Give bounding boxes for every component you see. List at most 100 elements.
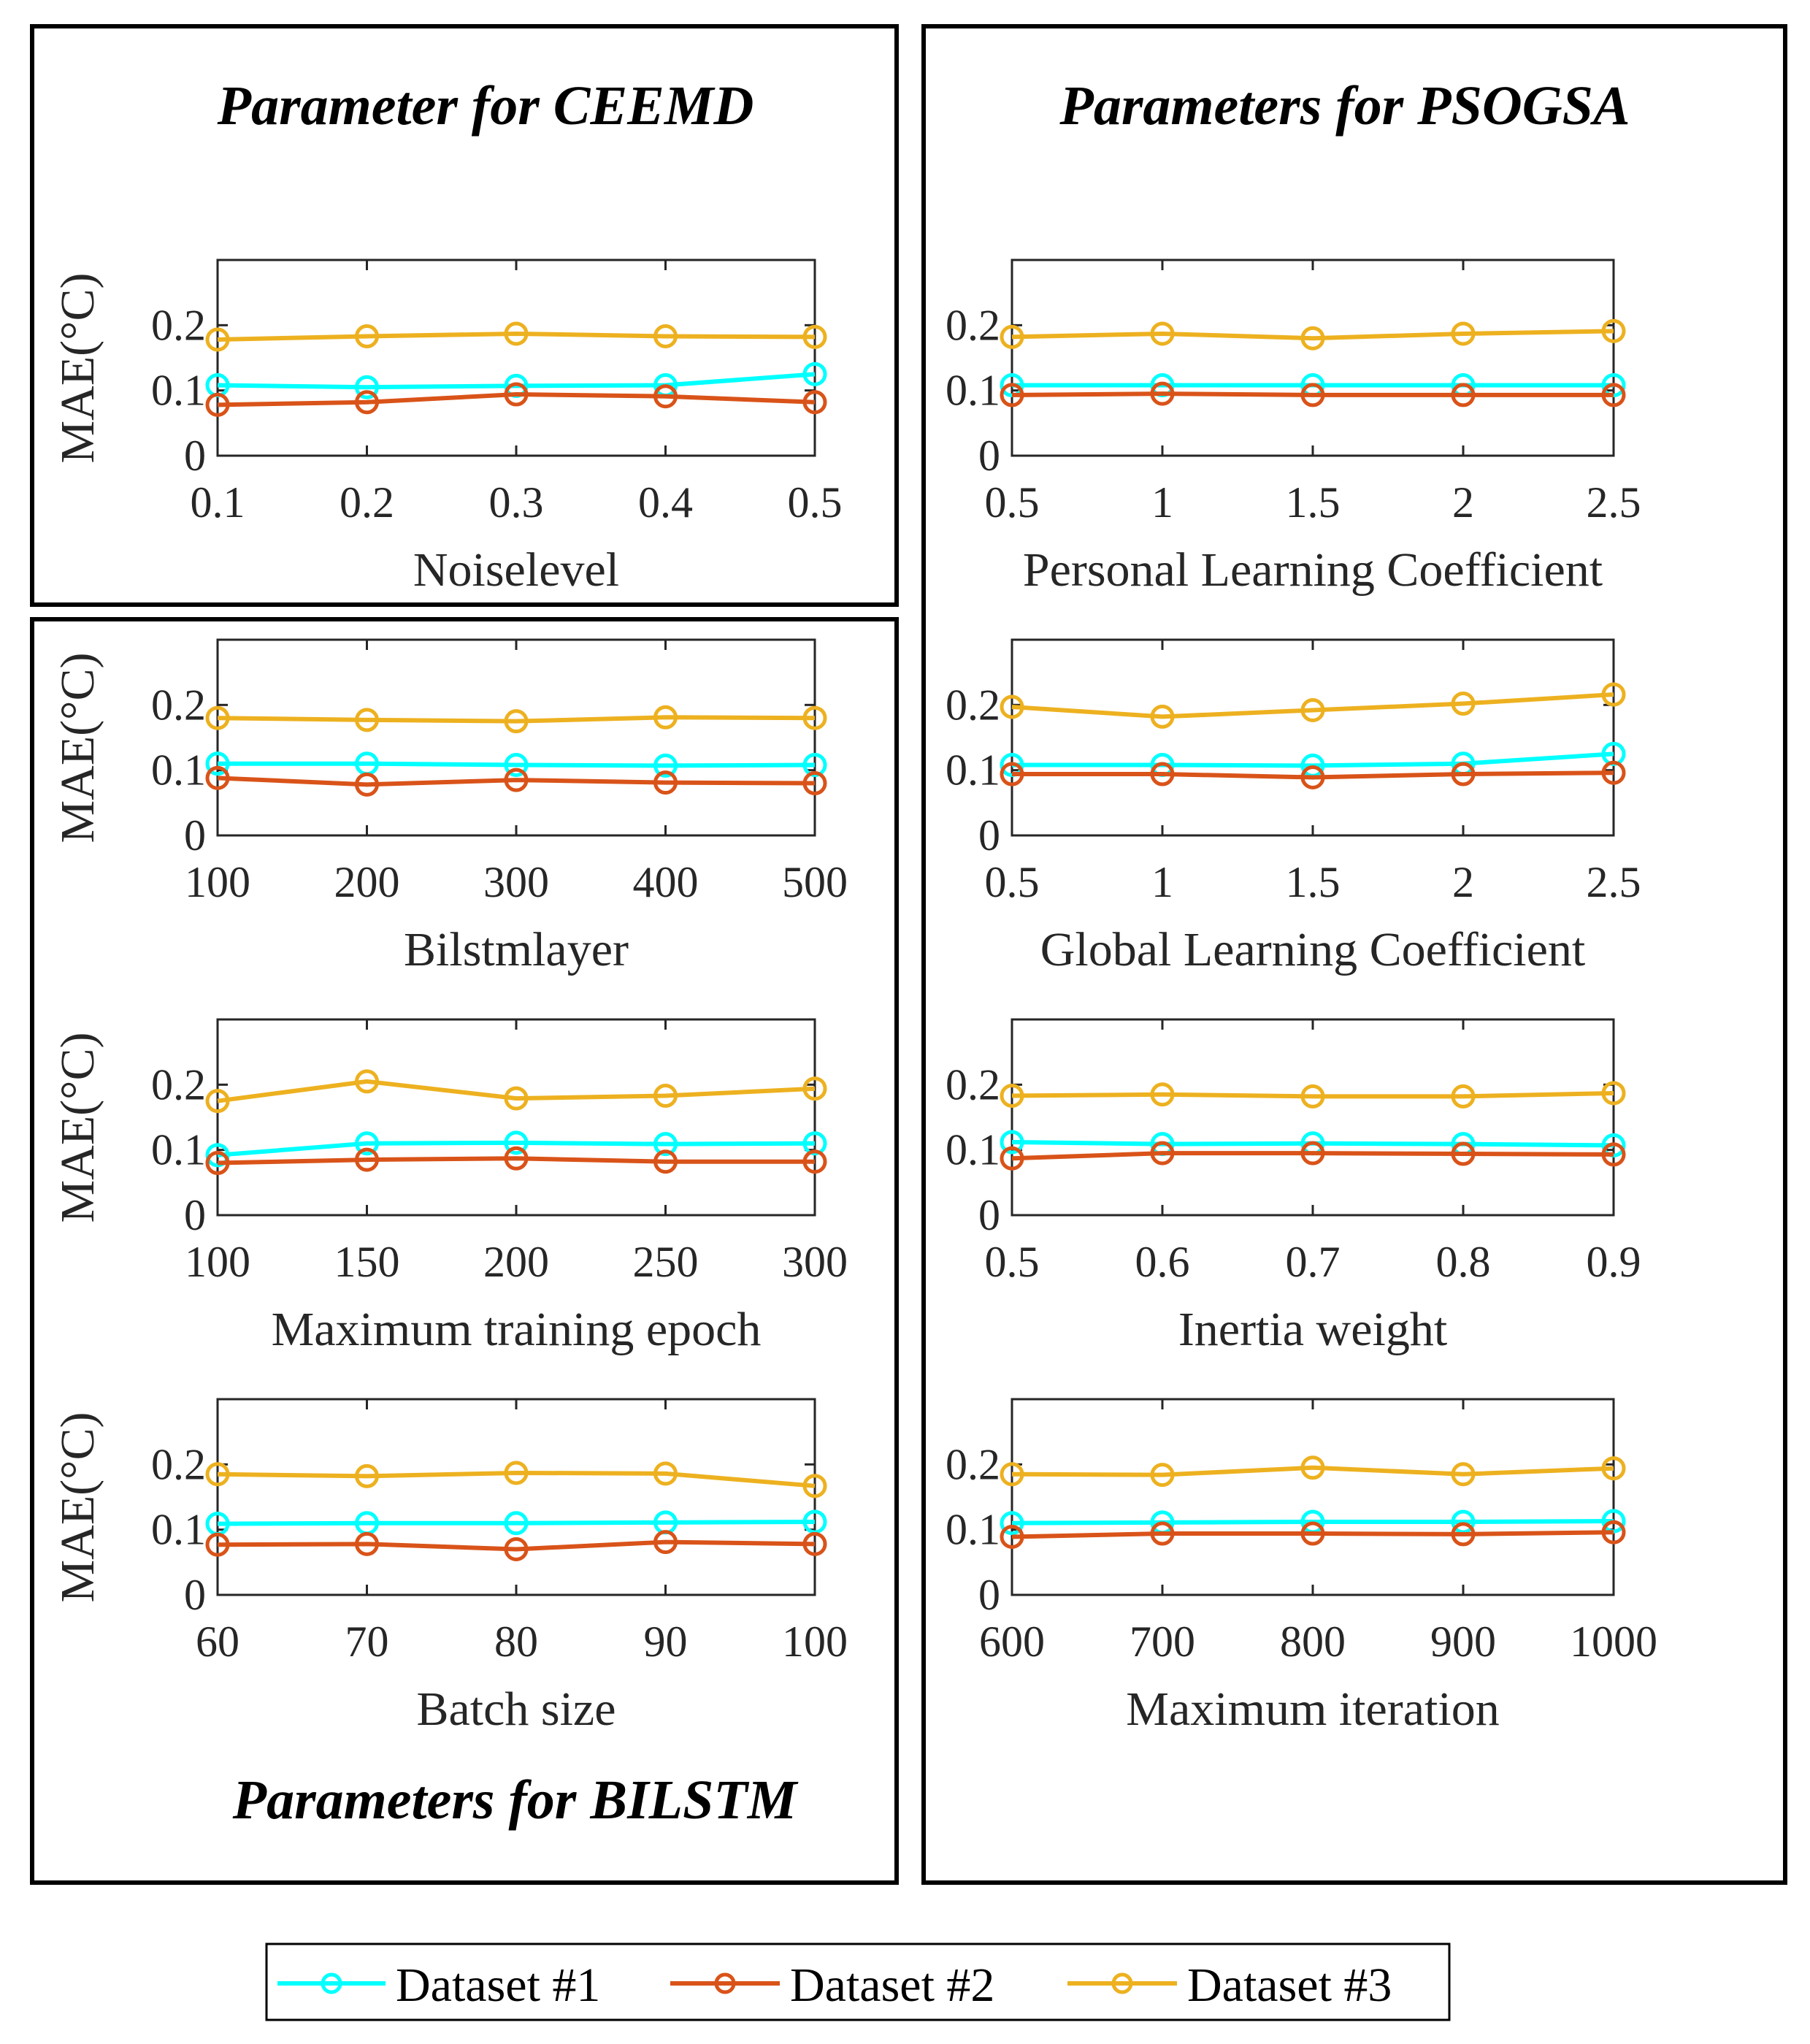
x-tick-label: 100 [185, 1238, 250, 1286]
data-point-dataset-1 [653, 753, 678, 778]
data-point-dataset-2 [355, 772, 379, 797]
x-tick-label: 2 [1452, 478, 1474, 527]
x-axis-label: Maximum training epoch [272, 1303, 762, 1356]
data-point-dataset-2 [1601, 760, 1626, 785]
data-point-dataset-2 [355, 1147, 379, 1172]
series-line-dataset-1 [218, 761, 816, 768]
data-point-dataset-3 [1150, 1082, 1175, 1107]
data-point-dataset-3 [355, 1463, 379, 1488]
data-point-dataset-2 [1451, 1522, 1476, 1547]
data-point-dataset-2 [653, 1149, 678, 1174]
x-tick-label: 0.1 [191, 478, 245, 527]
ceemd-group-title: Parameter for CEEMD [217, 75, 754, 137]
data-point-dataset-3 [1451, 692, 1476, 716]
data-point-dataset-3 [802, 324, 827, 349]
x-tick-label: 0.4 [638, 478, 693, 527]
y-tick-label: 0.1 [946, 367, 1000, 415]
data-point-dataset-2 [355, 390, 379, 415]
data-point-dataset-2 [653, 1530, 678, 1555]
y-tick-label: 0 [184, 1191, 206, 1239]
psogsa-group-title: Parameters for PSOGSA [1059, 75, 1630, 137]
y-tick-label: 0.1 [151, 367, 206, 415]
y-axis-label: MAE(°C) [51, 1412, 104, 1602]
data-point-dataset-1 [1000, 1130, 1024, 1155]
series-line-dataset-1 [217, 1519, 816, 1526]
series-line-dataset-3 [217, 1470, 816, 1488]
data-point-dataset-1 [504, 1511, 529, 1536]
series-line-dataset-2 [1011, 1151, 1614, 1161]
series-line-dataset-3 [217, 715, 816, 724]
data-point-dataset-3 [1451, 1462, 1476, 1487]
x-tick-label: 1 [1151, 858, 1173, 906]
y-tick-label: 0 [184, 811, 206, 860]
data-point-dataset-2 [504, 768, 529, 792]
x-tick-label: 600 [979, 1618, 1045, 1666]
data-point-dataset-2 [355, 1531, 379, 1556]
x-axis-label: Bilstmlayer [404, 923, 629, 976]
data-point-dataset-3 [653, 1084, 678, 1109]
x-tick-label: 2.5 [1587, 858, 1641, 906]
plot-area [216, 1398, 816, 1596]
y-tick-label: 0.2 [151, 681, 206, 729]
series-line-dataset-1 [217, 1140, 816, 1157]
legend-marker-dataset-2 [714, 1972, 736, 1994]
data-point-dataset-3 [653, 324, 678, 349]
chart-maximum-training-epoch: 0 0.1 0.2 100 150 200 250 300 Maximum training e… [51, 1018, 848, 1356]
y-axis-label: MAE(°C) [51, 1032, 104, 1222]
x-tick-label: 0.5 [985, 858, 1040, 906]
x-tick-label: 800 [1280, 1618, 1346, 1666]
y-tick-label: 0 [978, 1571, 1000, 1619]
x-tick-label: 200 [334, 858, 400, 906]
ceemd-group-frame [30, 24, 899, 607]
x-tick-label: 0.3 [489, 478, 544, 527]
data-point-dataset-3 [802, 705, 827, 730]
data-point-dataset-3 [1000, 694, 1024, 719]
data-point-dataset-2 [1000, 1524, 1024, 1549]
x-axis-label: Maximum iteration [1126, 1683, 1499, 1736]
x-tick-label: 100 [185, 858, 250, 906]
plot-area [1011, 1398, 1615, 1596]
series-line-dataset-3 [1011, 1465, 1614, 1477]
data-point-dataset-2 [1300, 765, 1325, 789]
x-tick-label: 0.9 [1587, 1238, 1641, 1286]
x-tick-label: 100 [782, 1618, 848, 1666]
x-tick-label: 0.8 [1436, 1238, 1491, 1286]
data-point-dataset-3 [1451, 1084, 1476, 1109]
data-point-dataset-1 [355, 1131, 379, 1156]
x-tick-label: 400 [633, 858, 699, 906]
chart-batch-size: 0 0.1 0.2 60 70 80 90 100 Batch size MAE(°C) [51, 1398, 848, 1736]
chart-inertia-weight: 0 0.1 0.2 0.5 0.6 0.7 0.8 0.9 Inertia weight [946, 1018, 1641, 1356]
data-point-dataset-2 [1601, 1520, 1626, 1545]
data-point-dataset-3 [504, 321, 529, 346]
y-tick-label: 0.1 [946, 1126, 1000, 1174]
data-point-dataset-1 [1000, 1511, 1024, 1536]
data-point-dataset-3 [1300, 326, 1325, 351]
x-axis-label: Batch size [416, 1683, 616, 1736]
data-point-dataset-3 [205, 705, 230, 730]
y-tick-label: 0.1 [151, 1506, 206, 1554]
data-point-dataset-2 [1451, 762, 1476, 786]
chart-maximum-iteration: 0 0.1 0.2 600 700 800 900 1000 Maximum iteration [946, 1398, 1657, 1736]
data-point-dataset-1 [1601, 1509, 1626, 1534]
legend-entry-dataset-3: Dataset #3 [1067, 1959, 1392, 2012]
data-point-dataset-2 [504, 1536, 529, 1561]
y-tick-label: 0 [184, 1571, 206, 1619]
data-point-dataset-3 [205, 1462, 230, 1487]
data-point-dataset-1 [504, 1130, 529, 1155]
legend-label-dataset-2: Dataset #2 [790, 1959, 994, 2012]
plot-area [1011, 638, 1615, 837]
data-point-dataset-3 [504, 1461, 529, 1485]
data-point-dataset-2 [1451, 383, 1476, 407]
y-tick-label: 0.2 [151, 301, 206, 349]
x-tick-label: 0.7 [1286, 1238, 1341, 1286]
x-tick-label: 700 [1130, 1618, 1195, 1666]
data-point-dataset-2 [1300, 1141, 1325, 1165]
chart-personal-learning-coefficient: 0 0.1 0.2 0.5 1 1.5 2 2.5 Personal Learning Coef… [946, 259, 1641, 597]
data-point-dataset-3 [355, 324, 379, 349]
x-axis-label: Noiselevel [413, 543, 619, 597]
y-tick-label: 0.2 [151, 1060, 206, 1109]
data-point-dataset-2 [802, 771, 827, 796]
x-tick-label: 1.5 [1286, 858, 1341, 906]
